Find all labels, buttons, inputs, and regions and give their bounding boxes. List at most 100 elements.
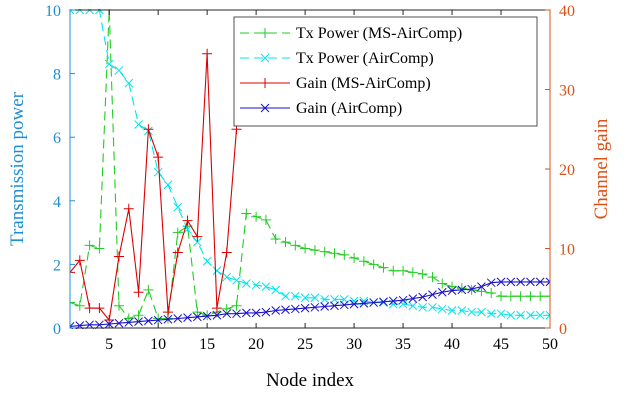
- x-tick-label-20: 20: [248, 336, 264, 353]
- data-point-tx-power-aircomp-17: [222, 272, 232, 282]
- y-axis-label-left: Transmission power: [7, 91, 28, 246]
- data-point-gain-ms-aircomp-15: [202, 48, 213, 59]
- data-point-tx-power-ms-aircomp-10: [153, 313, 164, 324]
- legend-marker-gain-aircomp: [260, 103, 270, 113]
- data-point-tx-power-aircomp-13: [183, 225, 192, 234]
- data-point-tx-power-ms-aircomp-39: [437, 278, 448, 289]
- data-point-tx-power-aircomp-44: [486, 309, 496, 319]
- series-gain-ms-aircomp: [70, 48, 242, 326]
- series-line-gain-ms-aircomp: [70, 53, 238, 322]
- data-point-tx-power-aircomp-49: [535, 310, 545, 320]
- data-point-gain-aircomp-39: [437, 287, 447, 297]
- data-point-tx-power-ms-aircomp-42: [466, 284, 477, 295]
- data-point-tx-power-ms-aircomp-47: [515, 291, 526, 302]
- legend-marker-tx-power-aircomp: [260, 53, 270, 63]
- y-left-tick-label-2: 2: [53, 257, 61, 274]
- legend: Tx Power (MS-AirComp) Tx Power (AirComp) G…: [233, 16, 538, 127]
- data-point-tx-power-aircomp-1: [70, 9, 75, 15]
- data-point-tx-power-ms-aircomp-49: [535, 291, 546, 302]
- data-point-gain-ms-aircomp-11: [162, 307, 173, 318]
- data-point-tx-power-ms-aircomp-37: [417, 268, 428, 279]
- data-point-gain-ms-aircomp-17: [221, 247, 232, 258]
- data-point-gain-aircomp-48: [526, 277, 535, 287]
- data-point-tx-power-aircomp-6: [114, 66, 124, 75]
- data-point-tx-power-ms-aircomp-46: [505, 291, 516, 302]
- data-point-gain-aircomp-19: [241, 308, 251, 318]
- data-point-gain-aircomp-30: [349, 299, 359, 309]
- series-line-gain-aircomp: [70, 281, 550, 327]
- data-point-tx-power-aircomp-8: [134, 120, 143, 129]
- data-point-tx-power-aircomp-38: [428, 302, 437, 312]
- data-point-tx-power-ms-aircomp-30: [349, 253, 360, 264]
- legend-label-gain-ms-aircomp: Gain (MS-AirComp): [296, 75, 431, 92]
- data-point-tx-power-aircomp-22: [271, 285, 281, 295]
- data-point-gain-aircomp-23: [281, 305, 290, 315]
- data-point-tx-power-aircomp-39: [437, 304, 447, 314]
- data-point-tx-power-aircomp-21: [261, 282, 271, 292]
- data-point-gain-aircomp-8: [134, 317, 143, 326]
- data-point-tx-power-ms-aircomp-2: [74, 300, 85, 311]
- data-point-gain-aircomp-36: [408, 294, 418, 303]
- data-point-gain-ms-aircomp-4: [94, 303, 105, 314]
- data-point-tx-power-ms-aircomp-48: [525, 291, 536, 302]
- data-point-tx-power-aircomp-15: [202, 256, 212, 266]
- data-point-tx-power-aircomp-42: [467, 307, 476, 317]
- data-point-gain-ms-aircomp-7: [123, 203, 134, 214]
- data-point-gain-aircomp-4: [95, 320, 104, 329]
- data-point-tx-power-ms-aircomp-25: [300, 243, 311, 254]
- data-point-tx-power-aircomp-48: [526, 310, 535, 320]
- data-point-gain-aircomp-1: [70, 322, 75, 329]
- data-point-gain-aircomp-26: [310, 302, 320, 312]
- data-point-tx-power-ms-aircomp-14: [192, 307, 203, 318]
- series-line-tx-power-ms-aircomp: [70, 9, 550, 320]
- data-point-tx-power-aircomp-14: [192, 237, 202, 247]
- data-point-gain-aircomp-17: [222, 309, 232, 319]
- data-point-gain-aircomp-35: [398, 295, 408, 305]
- data-point-tx-power-aircomp-10: [153, 167, 163, 177]
- data-point-tx-power-ms-aircomp-43: [476, 286, 487, 297]
- x-tick-label-25: 25: [297, 336, 313, 353]
- data-point-gain-aircomp-42: [467, 284, 476, 294]
- legend-label-tx-power-aircomp: Tx Power (AirComp): [296, 50, 434, 67]
- data-point-gain-aircomp-24: [290, 304, 300, 314]
- y-left-tick-label-8: 8: [53, 67, 61, 84]
- data-point-gain-aircomp-11: [163, 314, 173, 324]
- data-point-tx-power-aircomp-26: [310, 293, 320, 303]
- data-point-gain-aircomp-10: [153, 315, 163, 325]
- data-point-tx-power-ms-aircomp-35: [398, 265, 409, 276]
- data-point-tx-power-ms-aircomp-19: [241, 208, 252, 219]
- data-point-gain-aircomp-25: [300, 303, 310, 313]
- series-tx-power-aircomp: [70, 9, 550, 320]
- data-point-tx-power-aircomp-24: [290, 291, 300, 301]
- data-point-gain-aircomp-50: [545, 277, 550, 287]
- data-point-tx-power-aircomp-5: [104, 59, 114, 69]
- y-left-tick-label-4: 4: [53, 194, 61, 211]
- data-point-tx-power-aircomp-16: [212, 266, 222, 276]
- data-point-gain-aircomp-43: [477, 282, 486, 292]
- data-point-tx-power-ms-aircomp-41: [456, 283, 467, 294]
- data-point-tx-power-ms-aircomp-21: [260, 214, 271, 225]
- series-line-tx-power-aircomp: [70, 9, 550, 316]
- data-point-gain-aircomp-34: [388, 296, 398, 306]
- data-point-gain-ms-aircomp-10: [153, 152, 164, 163]
- data-point-gain-ms-aircomp-6: [113, 251, 124, 262]
- y-right-tick-label-40: 40: [559, 3, 575, 20]
- data-point-gain-aircomp-6: [114, 318, 124, 328]
- data-point-gain-aircomp-14: [192, 312, 202, 322]
- y-right-tick-label-20: 20: [559, 162, 575, 179]
- data-point-tx-power-aircomp-18: [232, 275, 241, 285]
- data-point-tx-power-ms-aircomp-45: [496, 291, 507, 302]
- data-point-tx-power-aircomp-41: [457, 306, 467, 315]
- data-point-tx-power-aircomp-45: [496, 309, 506, 319]
- data-point-gain-aircomp-3: [85, 320, 94, 329]
- data-point-gain-aircomp-38: [428, 290, 437, 299]
- data-point-tx-power-aircomp-12: [173, 202, 183, 212]
- data-point-tx-power-ms-aircomp-22: [270, 233, 281, 244]
- data-point-tx-power-ms-aircomp-18: [231, 300, 242, 311]
- y-axis-label-right: Channel gain: [591, 118, 612, 219]
- data-point-gain-aircomp-44: [486, 278, 496, 288]
- data-point-gain-aircomp-49: [535, 277, 545, 287]
- data-point-tx-power-aircomp-46: [506, 310, 516, 320]
- data-point-tx-power-aircomp-50: [545, 310, 550, 320]
